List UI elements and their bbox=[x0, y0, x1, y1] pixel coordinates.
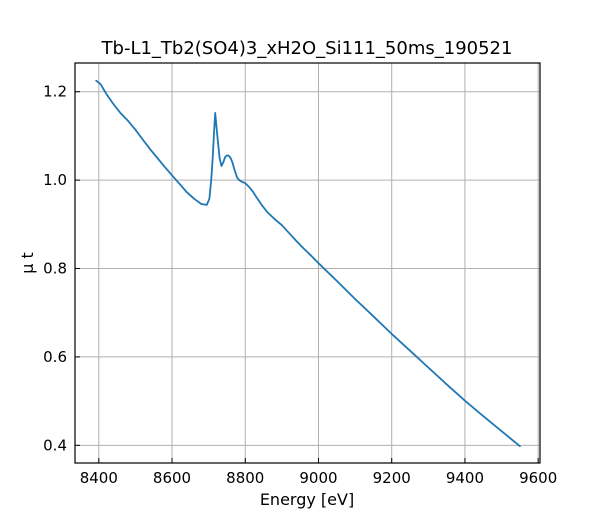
grid-layer bbox=[75, 63, 540, 463]
x-tick-label: 8600 bbox=[153, 469, 191, 487]
x-axis-label: Energy [eV] bbox=[260, 490, 354, 509]
y-tick-label: 1.2 bbox=[43, 83, 67, 101]
tick-layer: 8400 8600 8800 9000 9200 9400 9600 0.4 0.6 0.8 1.0… bbox=[43, 83, 557, 487]
y-tick-label: 0.6 bbox=[43, 348, 67, 366]
x-tick-label: 9600 bbox=[519, 469, 557, 487]
y-tick-label: 1.0 bbox=[43, 171, 67, 189]
chart-title: Tb-L1_Tb2(SO4)3_xH2O_Si111_50ms_190521 bbox=[101, 38, 513, 59]
x-tick-label: 9400 bbox=[446, 469, 484, 487]
plot-frame bbox=[74, 62, 541, 464]
series-line bbox=[95, 79, 521, 448]
y-tick-label: 0.8 bbox=[43, 260, 67, 278]
y-tick-label: 0.4 bbox=[43, 436, 67, 454]
x-tick-label: 8800 bbox=[226, 469, 264, 487]
series-layer bbox=[95, 79, 521, 448]
x-tick-label: 9000 bbox=[299, 469, 337, 487]
x-tick-label: 8400 bbox=[80, 469, 118, 487]
y-axis-label: μ t bbox=[18, 252, 37, 274]
x-tick-label: 9200 bbox=[373, 469, 411, 487]
